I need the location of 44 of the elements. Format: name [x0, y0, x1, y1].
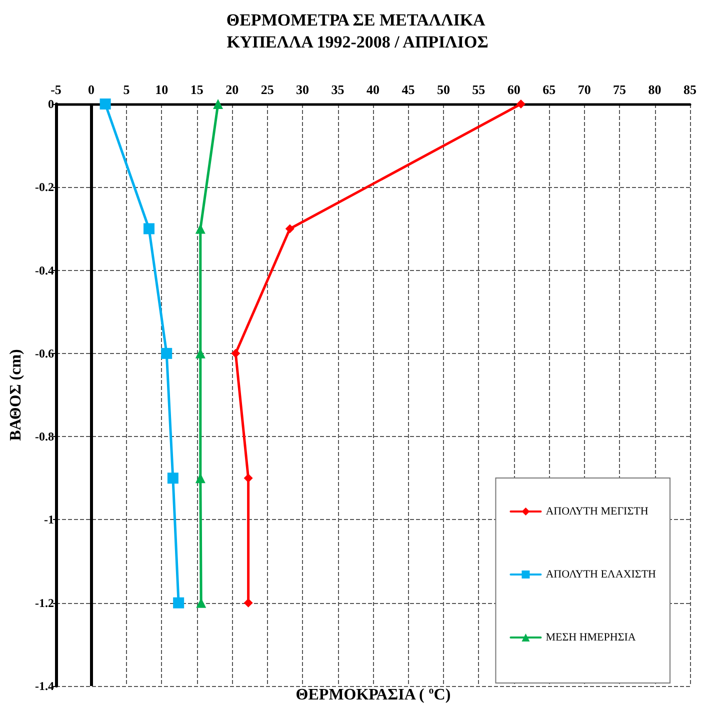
- x-tick-label: 30: [296, 82, 310, 97]
- y-tick-label: -1.4: [35, 679, 54, 693]
- y-tick-label: -0.2: [35, 180, 54, 194]
- x-tick-label: 70: [578, 82, 591, 97]
- y-tick-label: -0.6: [35, 346, 54, 360]
- legend-label: ΑΠΟΛΥΤΗ ΜΕΓΙΣΤΗ: [546, 506, 648, 518]
- chart-title: ΘΕΡΜΟΜΕΤΡΑ ΣΕ ΜΕΤΑΛΛΙΚΑ ΚΥΠΕΛΛΑ 1992-2008 / ΑΠΡΙΛΙΟΣ: [226, 10, 489, 52]
- point: [173, 597, 184, 608]
- point: [143, 223, 154, 234]
- x-tick-label: 65: [542, 82, 556, 97]
- y-tick-label: -1: [44, 512, 54, 527]
- point: [244, 598, 253, 608]
- y-tick-label: -0.8: [35, 430, 54, 444]
- point: [285, 224, 294, 234]
- x-tick-label: 80: [648, 82, 662, 97]
- y-tick-label: -1.2: [35, 596, 54, 610]
- x-tick-label: 20: [226, 82, 239, 97]
- point: [195, 224, 206, 234]
- x-tick-label: 55: [472, 82, 486, 97]
- point: [244, 474, 253, 483]
- y-axis-title: ΒΑΘΟΣ (cm): [8, 349, 24, 441]
- x-tick-label: 50: [436, 82, 450, 97]
- point: [161, 348, 172, 359]
- x-tick-label: 25: [260, 82, 274, 97]
- point: [231, 348, 240, 358]
- point: [516, 100, 526, 108]
- x-tick-label: 40: [366, 82, 380, 97]
- point: [167, 472, 178, 484]
- point: [100, 98, 111, 110]
- y-tick-label: 0: [48, 97, 54, 111]
- y-tick-label: -0.4: [35, 263, 54, 278]
- x-tick-label: 60: [507, 82, 520, 97]
- legend-label: ΜΕΣΗ ΗΜΕΡΗΣΙΑ: [546, 632, 636, 644]
- x-tick-label: 0: [88, 82, 94, 97]
- x-tick-label: 85: [684, 82, 697, 97]
- x-tick-label: 15: [190, 82, 204, 97]
- x-tick-label: 75: [613, 82, 627, 97]
- x-tick-label: 5: [123, 82, 130, 97]
- legend-label: ΑΠΟΛΥΤΗ ΕΛΑΧΙΣΤΗ: [546, 568, 656, 580]
- x-tick-label: 35: [331, 82, 345, 97]
- point: [213, 99, 224, 109]
- x-tick-label: -5: [50, 82, 62, 97]
- x-tick-label: 45: [402, 82, 416, 97]
- x-tick-label: 10: [155, 82, 168, 97]
